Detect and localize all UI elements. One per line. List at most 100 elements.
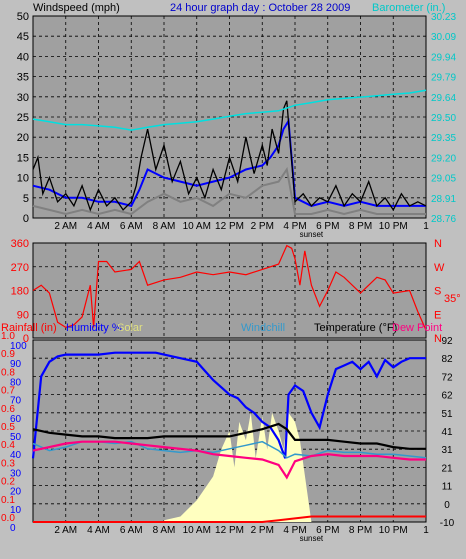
rainfall-tick-label: 0.0: [1, 513, 15, 524]
temperature-tick-label: 31: [441, 445, 453, 456]
wind-tick-label: 0: [23, 213, 29, 225]
rainfall-tick-label: 0.2: [1, 477, 15, 488]
barometer-series: [32, 89, 427, 131]
barometer-tick-label: 28.91: [431, 194, 456, 205]
humidity-tick-label: 100: [10, 341, 27, 352]
humidity-tick-label: 90: [10, 359, 22, 370]
temperature-x-tick: 4 AM: [87, 525, 110, 536]
wind-x-tick: 2 PM: [251, 221, 274, 232]
barometer-tick-label: 29.64: [431, 93, 456, 104]
temperature-sunset-note: sunset: [300, 534, 324, 543]
rainfall-tick-label: 0.8: [1, 367, 15, 378]
wind-tick-label: 35: [17, 72, 29, 84]
wind-low-series: [32, 166, 426, 216]
temperature-x-tick: 10 AM: [183, 525, 211, 536]
temperature-tick-label: 51: [441, 409, 453, 420]
temperature-tick-label: 11: [442, 482, 453, 493]
wind-x-tick: 4 PM: [283, 221, 306, 232]
wind-x-tick: 10 PM: [379, 221, 408, 232]
rainfall-tick-label: 0.7: [1, 386, 15, 397]
wind-tick-label: 45: [17, 31, 29, 43]
temperature-x-tick: 4 PM: [283, 525, 306, 536]
rainfall-tick-label: 1.0: [1, 331, 15, 342]
temperature-x-tick: 8 PM: [349, 525, 372, 536]
temperature-tick-label: 41: [441, 427, 453, 438]
temperature-tick-label: 82: [441, 354, 453, 365]
humidity-tick-label: 20: [10, 487, 22, 498]
wind-tick-label: 15: [17, 152, 29, 164]
temperature-callout: 35°: [444, 293, 461, 305]
temperature-x-tick: 6 AM: [120, 525, 143, 536]
compass-label: N: [434, 238, 442, 250]
barometer-tick-label: 29.50: [431, 113, 456, 124]
temperature-tick-label: 0: [444, 500, 450, 511]
wind-x-tick: 6 AM: [120, 221, 143, 232]
rainfall-tick-label: 0.5: [1, 422, 15, 433]
temperature-x-tick: 10 PM: [379, 525, 408, 536]
direction-tick-label: 90: [17, 309, 29, 321]
temperature-tick-label: 72: [441, 372, 453, 383]
barometer-tick-label: 28.76: [431, 214, 456, 225]
compass-label: W: [434, 262, 445, 274]
wind-axis-label: Windspeed (mph): [33, 2, 120, 14]
humidity-tick-label: 50: [10, 432, 22, 443]
direction-tick-label: 0: [23, 333, 29, 345]
rainfall-series: [33, 515, 426, 523]
direction-tick-label: 180: [11, 286, 29, 298]
wind-tick-label: 30: [17, 92, 29, 104]
humidity-tick-label: 70: [10, 396, 22, 407]
temperature-tick-label: 62: [441, 391, 453, 402]
compass-label: N: [434, 333, 442, 345]
temperature-x-tick: 6 PM: [316, 525, 339, 536]
legend-entry: Humidity %: [66, 322, 122, 334]
compass-label: E: [434, 309, 441, 321]
barometer-tick-label: 29.05: [431, 174, 456, 185]
wind-x-tick: 2 AM: [54, 221, 77, 232]
temperature-x-tick: 2 PM: [251, 525, 274, 536]
direction-tick-label: 270: [11, 262, 29, 274]
wind-avg-series: [32, 117, 426, 208]
rainfall-tick-label: 0.6: [1, 404, 15, 415]
humidity-tick-label: 40: [10, 450, 22, 461]
barometer-tick-label: 30.09: [431, 32, 456, 43]
wind-x-end: 1: [423, 221, 429, 232]
barometer-axis-label: Barometer (in.): [372, 2, 445, 14]
chart-title: 24 hour graph day : October 28 2009: [170, 2, 350, 14]
legend-entry: Windchill: [241, 322, 285, 334]
barometer-tick-label: 29.94: [431, 52, 456, 63]
temperature-x-tick: 2 AM: [54, 525, 77, 536]
wind-x-tick: 4 AM: [87, 221, 110, 232]
direction-tick-label: 360: [11, 238, 29, 250]
compass-label: S: [434, 286, 441, 298]
wind-tick-label: 5: [23, 193, 29, 205]
wind-tick-label: 50: [17, 11, 29, 23]
wind-x-tick: 8 AM: [153, 221, 176, 232]
barometer-tick-label: 29.79: [431, 73, 456, 84]
temperature-tick-label: -10: [440, 518, 455, 529]
legend-entry: Temperature (°F): [314, 322, 397, 334]
windspeed-series: [32, 100, 427, 212]
barometer-tick-label: 29.35: [431, 133, 456, 144]
wind-x-tick: 6 PM: [316, 221, 339, 232]
humidity-tick-label: 30: [10, 468, 22, 479]
humidity-tick-label: 80: [10, 377, 22, 388]
wind-tick-label: 10: [17, 173, 29, 185]
wind-x-tick: 10 AM: [183, 221, 211, 232]
temperature-series: [32, 422, 426, 450]
temperature-tick-label: 21: [441, 463, 453, 474]
legend-entry: Rainfall (in): [1, 322, 57, 334]
legend-entry: Dew Point: [392, 322, 442, 334]
humidity-tick-label: 10: [10, 505, 22, 516]
rainfall-tick-label: 0.1: [1, 495, 15, 506]
barometer-tick-label: 29.20: [431, 153, 456, 164]
dew-point-series: [32, 440, 426, 480]
temperature-x-end: 1: [423, 525, 429, 536]
legend-entry: Solar: [117, 322, 143, 334]
temperature-tick-label: 92: [441, 336, 453, 347]
humidity-tick-label: 0: [10, 523, 16, 534]
wind-tick-label: 25: [17, 112, 29, 124]
wind-sunset-note: sunset: [300, 230, 324, 239]
humidity-series: [31, 351, 426, 459]
wind-x-tick: 8 PM: [349, 221, 372, 232]
